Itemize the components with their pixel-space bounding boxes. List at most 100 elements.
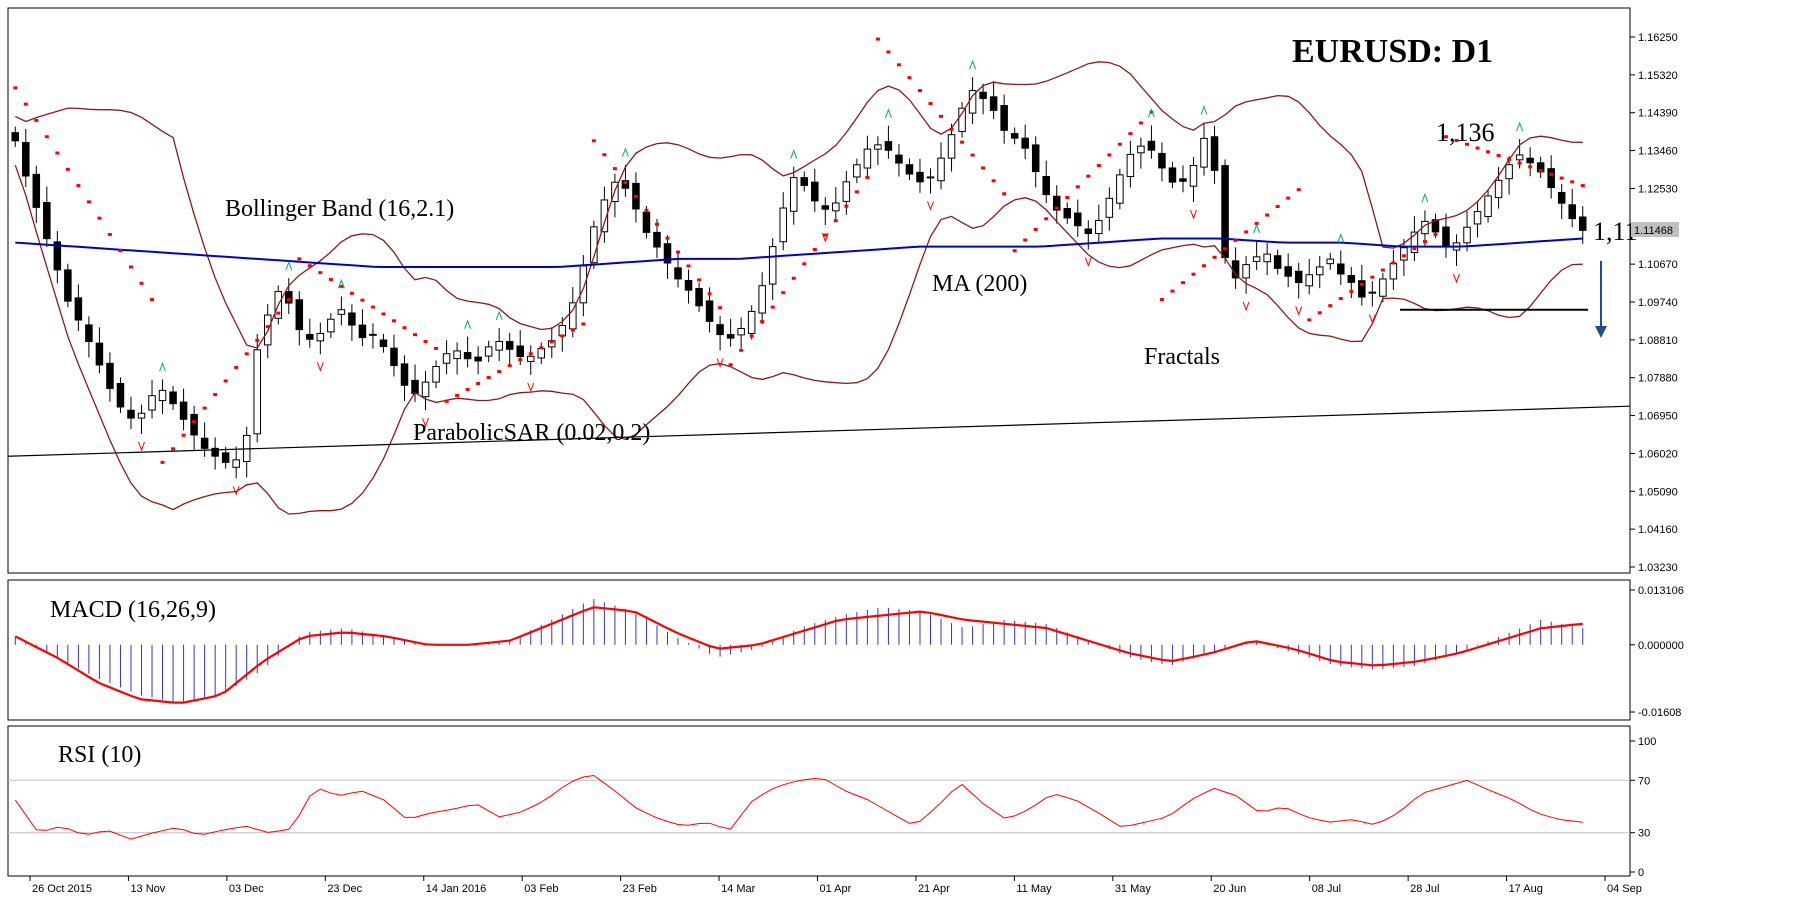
candle-body [1074,212,1082,227]
ma-label: MA (200) [932,271,1027,297]
fractal-up-marker [464,319,472,329]
candle-body [811,181,819,202]
candle-body [1147,140,1156,151]
sar-dot [1149,110,1154,114]
sar-dot [612,167,617,171]
fractal-up-marker [1253,223,1261,234]
candle-body [1315,266,1324,276]
sar-dot [318,271,323,275]
sar-dot [234,365,239,369]
candle-body [1200,137,1208,168]
sar-dot [1570,180,1575,184]
last-price-value: 1.11468 [1634,225,1673,237]
sar-dot [875,37,880,41]
price-tick-label: 1.07880 [1638,373,1678,385]
candle-body [1252,256,1261,262]
rsi-tick-label: 30 [1638,828,1650,840]
sar-dot [160,460,165,464]
candle-body [768,246,777,285]
candle-body [1568,204,1576,220]
sar-dot [1359,282,1364,286]
sar-dot [707,292,712,296]
candle-body [1515,154,1524,161]
sar-dot [518,358,523,362]
sar-dot [1433,232,1438,236]
sar-dot [128,265,133,269]
candle-body [158,389,167,402]
candle-body [32,173,41,208]
price-tick-label: 1.10670 [1638,259,1678,271]
candle-body [148,395,156,411]
candle-body [1326,258,1335,265]
sar-dot [1296,188,1301,192]
sar-dot [1496,154,1501,158]
sar-dot [981,166,986,170]
sar-dot [665,236,670,240]
sar-dot [181,433,186,437]
candle-body [947,134,956,159]
sar-dot [297,257,302,261]
candle-body [1126,153,1135,177]
candle-body [1242,264,1250,279]
sar-dot [34,118,39,122]
sar-dot [1159,298,1164,302]
rsi-label: RSI (10) [58,742,141,768]
candle-body [1368,291,1377,294]
candle-body [1410,231,1419,254]
sar-dot [539,346,544,350]
fractal-down-marker [138,441,145,452]
candle-body [190,413,198,436]
fractal-down-marker [716,358,724,368]
sar-dot [623,181,628,185]
sar-dot [476,381,481,385]
candle-body [853,164,861,178]
sar-dot [907,76,912,80]
price-tick-label: 1.05090 [1638,486,1678,498]
sar-dot [749,334,754,338]
sar-dot [497,370,502,374]
fractal-down-marker [1295,306,1303,316]
fractal-up-marker [621,147,629,157]
candle-body [411,379,419,394]
candle-body [884,141,893,151]
candle-body [642,211,651,233]
candle-body [1337,263,1345,275]
sar-dot [286,298,291,302]
sar-dot [1338,297,1343,301]
price-tick-label: 1.04160 [1638,524,1678,536]
candle-body [484,346,493,357]
parabolic-label: ParabolicSAR (0.02,0.2) [413,420,650,446]
fractal-up-marker [159,361,167,372]
sar-dot [697,278,702,282]
candle-body [758,285,766,314]
candle-body [579,265,588,304]
candle-body [874,144,882,150]
candle-body [916,171,924,183]
fractal-down-marker [422,417,430,428]
candle-body [295,299,304,331]
candle-body [211,447,219,457]
sar-dot [1054,206,1059,210]
candle-body [800,177,809,186]
sar-dot [1002,192,1007,196]
sar-dot [391,319,396,323]
sar-dot [1191,272,1196,276]
candle-body [116,383,125,408]
candle-body [85,324,93,343]
sar-dot [1549,172,1554,176]
price-tick-label: 1.15320 [1638,70,1678,82]
candle-body [1210,136,1219,171]
sar-dot [465,387,470,391]
sar-dot [1412,247,1417,251]
sar-dot [339,284,344,288]
sar-dot [244,352,249,356]
sar-dot [823,233,828,237]
sar-dot [1559,176,1564,180]
fractal-up-marker [884,108,892,118]
candle-body [200,437,209,449]
sar-dot [1454,138,1459,142]
candle-body [22,141,30,177]
sar-dot [633,194,638,198]
sar-dot [760,319,765,323]
